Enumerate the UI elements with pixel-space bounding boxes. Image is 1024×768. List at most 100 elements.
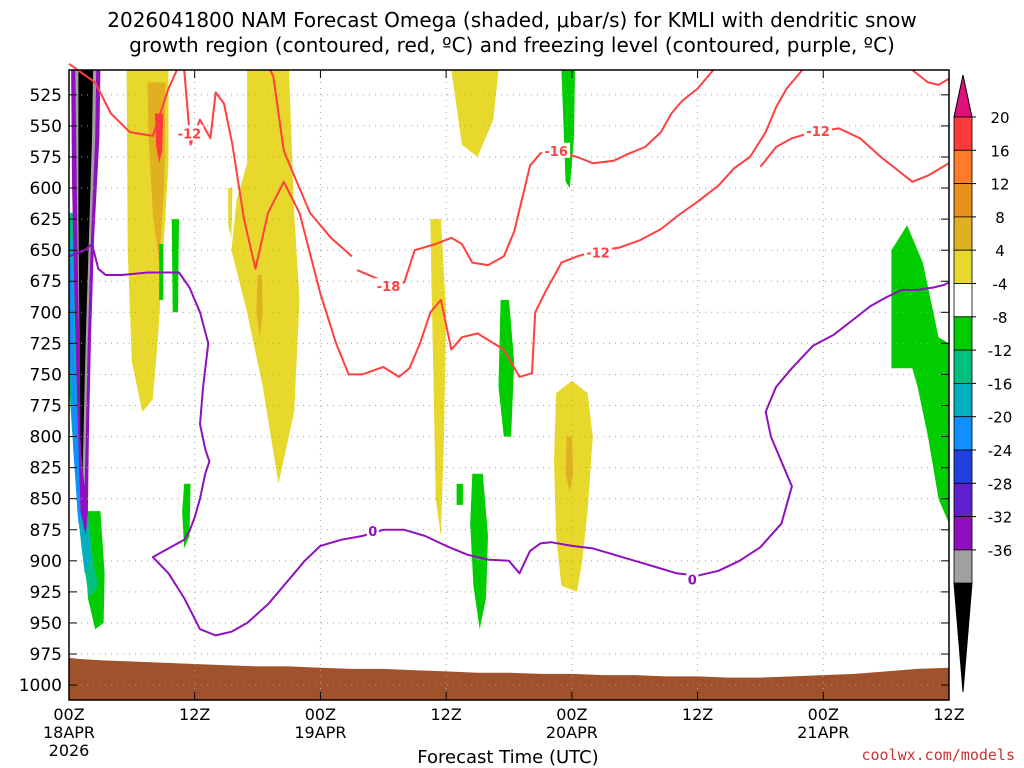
colorbar-label-5: -4 [993, 276, 1008, 294]
colorbar-swatch-7 [953, 349, 973, 384]
colorbar-swatch-11 [953, 482, 973, 517]
y-tick-label-925: 925 [30, 583, 62, 603]
omega-region-pos-3 [451, 70, 499, 157]
omega-region-neg-12 [69, 262, 83, 524]
y-tick-label-775: 775 [30, 397, 62, 417]
colorbar-swatch-3 [953, 216, 973, 251]
y-tick-label-1000: 1000 [19, 676, 62, 696]
y-tick-label-625: 625 [30, 210, 62, 230]
contour-label-4: -12 [806, 125, 830, 140]
colorbar-label-10: -24 [988, 442, 1013, 460]
omega-region-neg-11 [69, 237, 91, 574]
x-tick-date-0: 18APR [43, 723, 95, 742]
colorbar-label-2: 12 [990, 176, 1009, 194]
x-tick-date-48: 20APR [546, 723, 598, 742]
colorbar-label-3: 8 [995, 209, 1005, 227]
colorbar-top-arrow [953, 74, 973, 118]
omega-region-neg-15 [78, 70, 94, 474]
x-tick-date-72: 21APR [797, 723, 849, 742]
y-tick-label-650: 650 [30, 241, 62, 261]
omega-region-neg-7 [171, 219, 179, 313]
colorbar-bottom-arrow [953, 582, 973, 693]
title-line-1: 2026041800 NAM Forecast Omega (shaded, μ… [107, 8, 916, 32]
y-tick-label-975: 975 [30, 645, 62, 665]
y-tick-label-850: 850 [30, 490, 62, 510]
y-tick-label-675: 675 [30, 272, 62, 292]
colorbar-label-13: -36 [988, 542, 1013, 560]
contour-label-0: -12 [178, 127, 202, 142]
contour-label-5: 0 [368, 525, 377, 540]
contour-label-1: -16 [544, 145, 568, 160]
omega-region-pos-2-core [256, 275, 263, 338]
y-tick-label-525: 525 [30, 86, 62, 106]
colorbar-label-8: -16 [988, 375, 1013, 393]
title-line-2: growth region (contoured, red, ºC) and f… [129, 33, 895, 57]
plot-frame [68, 69, 950, 701]
colorbar: 20 16 12 8 4 -4 -8 -12 -16 -20 -24 -28 -32 -36 [953, 74, 1013, 693]
colorbar-swatch-6 [953, 316, 973, 351]
colorbar-label-1: 16 [990, 142, 1009, 160]
omega-shading-layer [69, 70, 949, 630]
contour-label-layer: -12 -16 -18 -12 -12 0 0 [175, 122, 833, 588]
contour-label-bg [686, 571, 699, 587]
x-axis-label: Forecast Time (UTC) [417, 747, 598, 768]
y-tick-label-750: 750 [30, 365, 62, 385]
colorbar-swatch-0 [953, 116, 973, 151]
colorbar-label-9: -20 [988, 409, 1013, 427]
x-tick-date-24: 19APR [294, 723, 346, 742]
omega-region-pos-4 [430, 219, 447, 536]
y-tick-label-575: 575 [30, 148, 62, 168]
contour-label-bg [366, 523, 379, 539]
omega-region-neg-5 [456, 483, 463, 505]
y-tick-label-550: 550 [30, 117, 62, 137]
omega-region-neg-4 [470, 473, 488, 630]
x-tick-label-0: 00Z [53, 705, 84, 724]
colorbar-swatch-10 [953, 449, 973, 484]
contour-dgz-minus12-upper [68, 62, 178, 137]
contour-label-2: -18 [377, 280, 401, 295]
y-tick-label-800: 800 [30, 428, 62, 448]
contour-label-bg [584, 244, 613, 260]
contour-label-bg [374, 278, 403, 294]
contour-dgz-minus12-main [183, 69, 804, 378]
credit-link[interactable]: coolwx.com/models [861, 746, 1015, 764]
colorbar-label-4: 4 [995, 242, 1005, 260]
x-tick-year-0: 2026 [49, 741, 90, 760]
contour-freezing-0 [68, 243, 950, 637]
x-tick-label-36: 12Z [430, 705, 461, 724]
y-tick-label-825: 825 [30, 459, 62, 479]
x-tick-label-48: 00Z [556, 705, 587, 724]
colorbar-swatch-4 [953, 249, 973, 284]
colorbar-swatch-13 [953, 549, 973, 584]
contour-dgz-minus12-tr [911, 69, 950, 86]
surface-terrain [69, 657, 949, 700]
x-tick-label-60: 12Z [682, 705, 713, 724]
x-tick-label-72: 00Z [808, 705, 839, 724]
colorbar-swatch-8 [953, 382, 973, 418]
contour-label-bg [542, 142, 571, 158]
y-tick-label-875: 875 [30, 521, 62, 541]
x-tick-label-24: 00Z [305, 705, 336, 724]
y-tick-label-600: 600 [30, 179, 62, 199]
y-tick-label-700: 700 [30, 303, 62, 323]
contour-dgz-minus18 [269, 69, 353, 258]
contour-dgz-minus18-2 [356, 69, 715, 284]
surface-terrain-layer [69, 657, 949, 700]
omega-region-pos-5 [554, 380, 593, 592]
omega-region-pos-2 [231, 70, 300, 484]
colorbar-label-12: -32 [988, 509, 1013, 527]
contour-layer [68, 62, 950, 637]
omega-region-pos-5-core [565, 436, 573, 493]
colorbar-swatch-2 [953, 183, 973, 218]
y-axis: 525 550 575 600 625 650 675 700 725 750 775 800 825 8… [19, 86, 949, 696]
y-tick-label-900: 900 [30, 552, 62, 572]
omega-region-neg-1 [561, 70, 575, 188]
x-tick-label-84: 12Z [933, 705, 964, 724]
colorbar-swatch-1 [953, 149, 973, 185]
colorbar-swatch-9 [953, 416, 973, 451]
y-tick-label-725: 725 [30, 334, 62, 354]
y-tick-label-950: 950 [30, 614, 62, 634]
contour-label-3: -12 [586, 247, 610, 262]
